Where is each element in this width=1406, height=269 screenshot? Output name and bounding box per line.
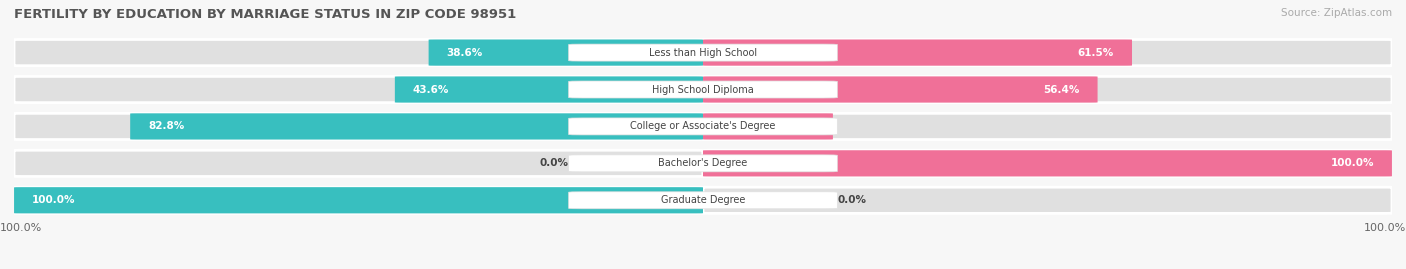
FancyBboxPatch shape <box>703 150 1392 176</box>
Text: 0.0%: 0.0% <box>838 195 866 205</box>
Text: 61.5%: 61.5% <box>1078 48 1114 58</box>
FancyBboxPatch shape <box>568 192 838 209</box>
FancyBboxPatch shape <box>703 76 1392 102</box>
Text: Less than High School: Less than High School <box>650 48 756 58</box>
FancyBboxPatch shape <box>703 113 832 140</box>
FancyBboxPatch shape <box>568 155 838 172</box>
FancyBboxPatch shape <box>703 40 1392 66</box>
Text: 56.4%: 56.4% <box>1043 84 1080 94</box>
Text: High School Diploma: High School Diploma <box>652 84 754 94</box>
Text: Graduate Degree: Graduate Degree <box>661 195 745 205</box>
Text: FERTILITY BY EDUCATION BY MARRIAGE STATUS IN ZIP CODE 98951: FERTILITY BY EDUCATION BY MARRIAGE STATU… <box>14 8 516 21</box>
FancyBboxPatch shape <box>703 40 1132 66</box>
FancyBboxPatch shape <box>14 187 703 213</box>
Text: 17.2%: 17.2% <box>779 121 815 132</box>
FancyBboxPatch shape <box>131 113 703 140</box>
Text: 38.6%: 38.6% <box>447 48 482 58</box>
FancyBboxPatch shape <box>14 76 703 102</box>
FancyBboxPatch shape <box>568 44 838 61</box>
FancyBboxPatch shape <box>568 118 838 135</box>
FancyBboxPatch shape <box>395 76 703 102</box>
Text: 43.6%: 43.6% <box>413 84 449 94</box>
Text: 100.0%: 100.0% <box>32 195 76 205</box>
FancyBboxPatch shape <box>703 187 1392 213</box>
FancyBboxPatch shape <box>14 187 703 213</box>
Text: 100.0%: 100.0% <box>1330 158 1374 168</box>
Text: 0.0%: 0.0% <box>540 158 568 168</box>
FancyBboxPatch shape <box>703 150 1392 176</box>
Text: Source: ZipAtlas.com: Source: ZipAtlas.com <box>1281 8 1392 18</box>
FancyBboxPatch shape <box>14 113 703 140</box>
FancyBboxPatch shape <box>14 150 703 176</box>
Text: College or Associate's Degree: College or Associate's Degree <box>630 121 776 132</box>
FancyBboxPatch shape <box>14 40 703 66</box>
Legend: Married, Unmarried: Married, Unmarried <box>620 264 786 269</box>
FancyBboxPatch shape <box>703 76 1098 102</box>
FancyBboxPatch shape <box>568 81 838 98</box>
FancyBboxPatch shape <box>429 40 703 66</box>
Text: Bachelor's Degree: Bachelor's Degree <box>658 158 748 168</box>
Text: 82.8%: 82.8% <box>148 121 184 132</box>
FancyBboxPatch shape <box>703 113 1392 140</box>
